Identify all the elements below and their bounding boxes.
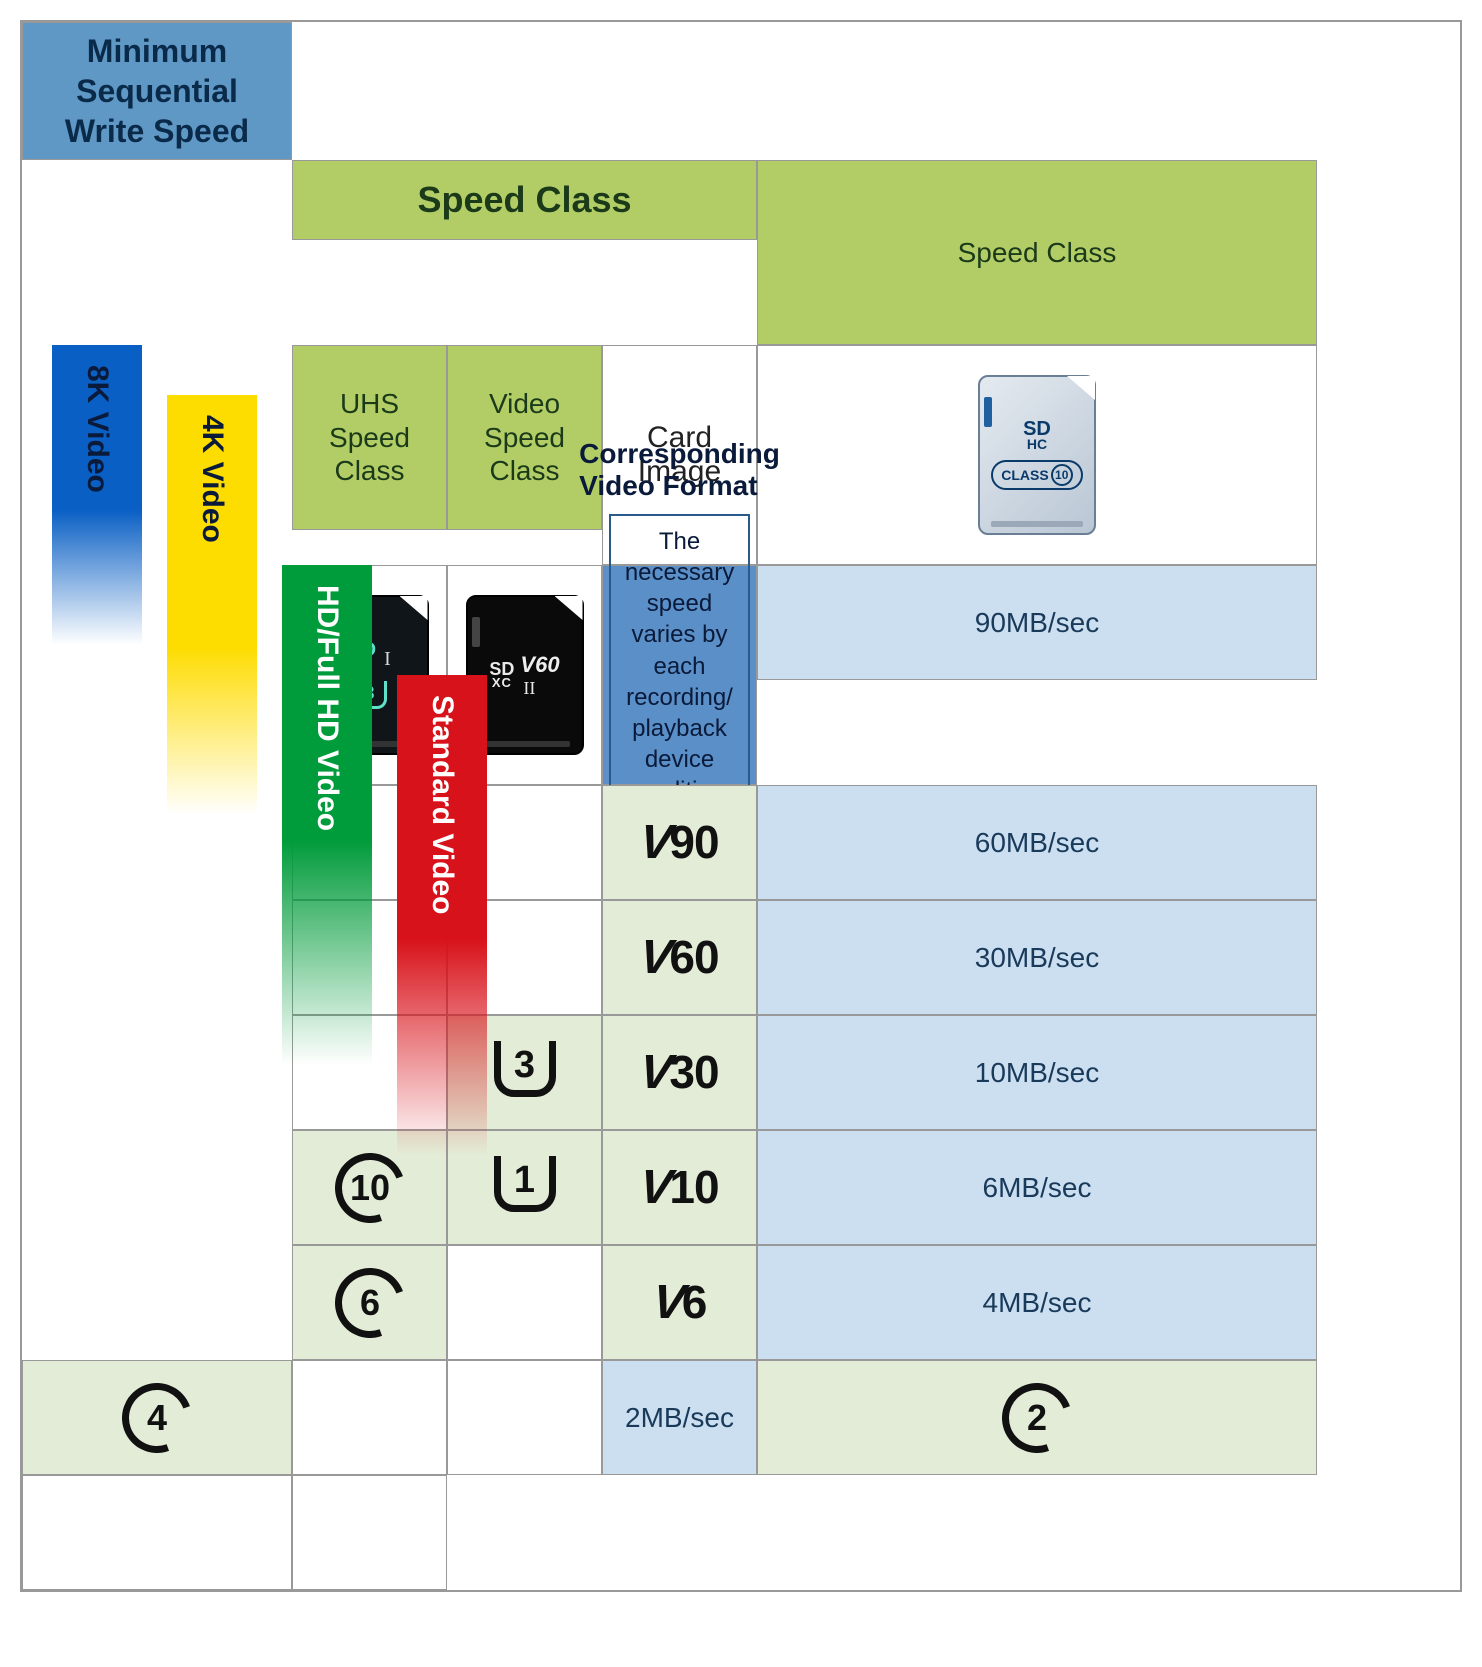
- video-format-title: Corresponding Video Format: [579, 438, 780, 502]
- sdxc2-logo-bottom: XC: [489, 677, 514, 689]
- video-bars-area: 8K Video 4K Video HD/Full HD Video Stand…: [22, 345, 292, 1360]
- sdhc-logo-bottom: HC: [1023, 438, 1051, 451]
- sdxc2-bus: II: [523, 678, 535, 699]
- header-speed-class-text: Speed Class: [417, 179, 631, 221]
- header-sub-uhs: UHS Speed Class: [292, 345, 447, 530]
- v-10: V10: [602, 1130, 757, 1245]
- u-2: [22, 1475, 292, 1590]
- u-6: [447, 1245, 602, 1360]
- speed-6: 6MB/sec: [757, 1130, 1317, 1245]
- v-30: V30: [602, 1015, 757, 1130]
- u-4: [292, 1360, 447, 1475]
- header-speed-class: Speed Class: [292, 160, 757, 240]
- speed-4: 4MB/sec: [757, 1245, 1317, 1360]
- speed-10: 10MB/sec: [757, 1015, 1317, 1130]
- sdxc2-v60: V60: [520, 652, 559, 678]
- class6-icon: 6: [323, 1256, 416, 1349]
- v-60: V60: [602, 900, 757, 1015]
- speed-30: 30MB/sec: [757, 900, 1317, 1015]
- speed-90: 90MB/sec: [757, 565, 1317, 680]
- bar-sd: Standard Video: [397, 675, 487, 1155]
- v10-icon: V10: [640, 1160, 718, 1215]
- sdhc-class-label: CLASS: [1001, 467, 1048, 483]
- speed-2: 2MB/sec: [602, 1360, 757, 1475]
- c-6: 6: [292, 1245, 447, 1360]
- header-sub-uhs-text: UHS Speed Class: [301, 387, 438, 488]
- bar-8k: 8K Video: [52, 345, 142, 645]
- speed-60: 60MB/sec: [757, 785, 1317, 900]
- v6-icon: V6: [653, 1275, 707, 1330]
- class2-icon: 2: [990, 1371, 1083, 1464]
- sdxc1-bus: I: [384, 648, 391, 671]
- header-left-text: MinimumSequentialWrite Speed: [65, 31, 249, 151]
- sdhc-card-icon: SD HC CLASS 10: [978, 375, 1096, 535]
- v30-icon: V30: [640, 1045, 718, 1100]
- u1-icon: 1: [494, 1156, 556, 1212]
- v-2: [292, 1475, 447, 1590]
- sdhc-card-cell: SD HC CLASS 10: [757, 345, 1317, 565]
- v-6: V6: [602, 1245, 757, 1360]
- v60-icon: V60: [640, 930, 718, 985]
- bar-4k: 4K Video: [167, 395, 257, 815]
- header-right-empty: [292, 22, 447, 160]
- v90-icon: V90: [640, 815, 718, 870]
- v-4: [447, 1360, 602, 1475]
- v-90: V90: [602, 785, 757, 900]
- header-sub-speed: Speed Class: [757, 160, 1317, 345]
- u3-icon: 3: [494, 1041, 556, 1097]
- class4-icon: 4: [110, 1371, 203, 1464]
- bar-hd: HD/Full HD Video: [282, 565, 372, 1065]
- header-left: MinimumSequentialWrite Speed: [22, 22, 292, 160]
- video-format-box: Corresponding Video Format The necessary…: [602, 565, 757, 785]
- sdhc-class-num: 10: [1051, 464, 1073, 486]
- header-sub-video-text: Video Speed Class: [456, 387, 593, 488]
- c-4: 4: [22, 1360, 292, 1475]
- c-2: 2: [757, 1360, 1317, 1475]
- speed-class-chart: MinimumSequentialWrite Speed Speed Class…: [20, 20, 1462, 1592]
- header-sub-speed-text: Speed Class: [958, 236, 1117, 270]
